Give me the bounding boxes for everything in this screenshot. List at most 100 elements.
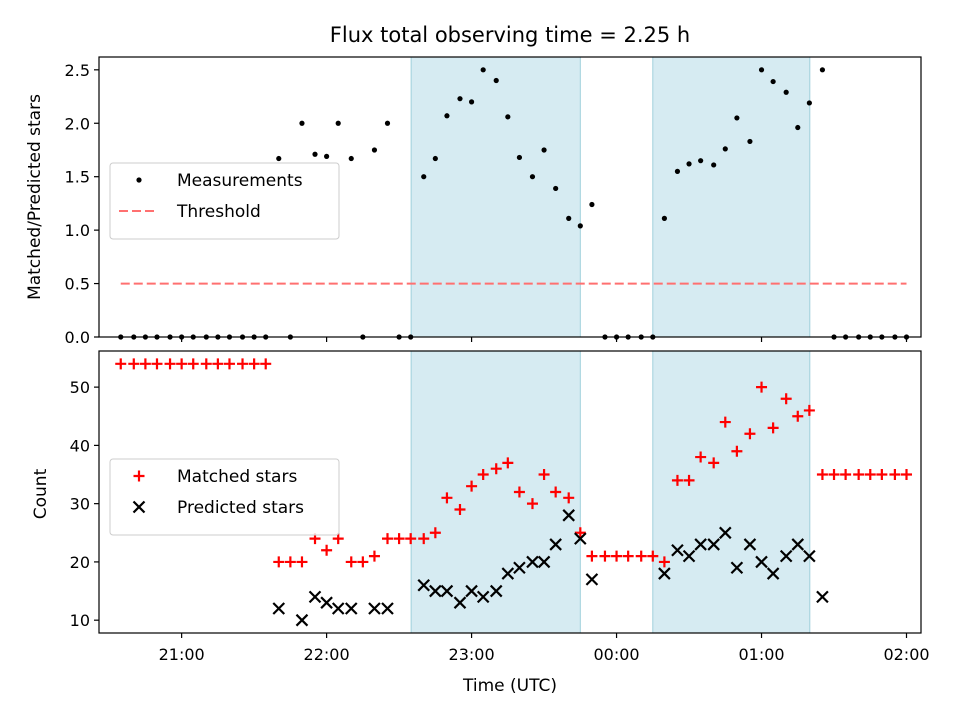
point-measurements-13 xyxy=(276,155,282,162)
legend-measurements-label: Measurements xyxy=(177,171,303,191)
point-predicted-stars-35 xyxy=(803,549,816,563)
point-predicted-stars-22 xyxy=(585,573,599,586)
y-tick-label-bottom-1: 20 xyxy=(70,553,90,572)
point-matched-stars-58 xyxy=(816,469,828,481)
point-measurements-35 xyxy=(541,147,547,153)
point-measurements-27 xyxy=(444,113,450,119)
point-predicted-stars-8 xyxy=(417,578,431,592)
point-predicted-stars-31 xyxy=(755,555,768,569)
point-matched-stars-28 xyxy=(454,503,466,515)
point-matched-stars-12 xyxy=(260,358,272,370)
point-measurements-38 xyxy=(577,223,583,229)
point-matched-stars-33 xyxy=(513,486,525,498)
x-axis-label: Time (UTC) xyxy=(462,676,557,696)
point-matched-stars-61 xyxy=(853,469,865,481)
legend-predicted-stars-label: Predicted stars xyxy=(177,498,304,518)
point-predicted-stars-10 xyxy=(440,584,454,598)
point-matched-stars-56 xyxy=(792,410,804,422)
point-predicted-stars-26 xyxy=(694,538,707,551)
y-tick-label-bottom-4: 50 xyxy=(70,378,90,397)
x-tick-label-5: 02:00 xyxy=(883,645,929,664)
point-matched-stars-62 xyxy=(864,469,876,481)
point-measurements-28 xyxy=(457,96,463,102)
point-predicted-stars-1 xyxy=(295,613,309,627)
point-measurements-55 xyxy=(783,89,789,95)
point-measurements-33 xyxy=(516,154,523,161)
point-predicted-stars-12 xyxy=(465,584,478,598)
point-matched-stars-45 xyxy=(658,556,670,568)
y-tick-label-bottom-3: 40 xyxy=(70,436,90,455)
point-predicted-stars-24 xyxy=(671,543,684,557)
point-predicted-stars-28 xyxy=(719,526,732,540)
point-matched-stars-41 xyxy=(611,550,623,562)
axes-frame-bottom xyxy=(98,350,922,634)
point-matched-stars-21 xyxy=(368,550,380,562)
point-measurements-19 xyxy=(348,155,354,162)
point-matched-stars-6 xyxy=(187,358,199,370)
point-matched-stars-43 xyxy=(635,550,647,562)
point-matched-stars-3 xyxy=(151,358,163,370)
y-tick-label-top-1: 0.5 xyxy=(65,275,90,294)
point-measurements-54 xyxy=(770,78,776,85)
point-measurements-50 xyxy=(722,146,728,152)
x-tick-label-0: 21:00 xyxy=(159,645,205,664)
point-measurements-52 xyxy=(747,138,753,145)
point-matched-stars-63 xyxy=(876,469,888,481)
y-tick-label-top-0: 0.0 xyxy=(65,328,90,347)
point-predicted-stars-5 xyxy=(344,602,358,615)
point-predicted-stars-27 xyxy=(707,538,720,551)
panel-counts: 10 20 30 40 50 21:00 22:00 23:00 00:00 01:00 02:00… xyxy=(70,350,930,664)
point-matched-stars-2 xyxy=(139,358,151,370)
point-predicted-stars-3 xyxy=(320,596,333,609)
point-measurements-56 xyxy=(795,124,801,131)
point-predicted-stars-21 xyxy=(574,532,587,545)
point-matched-stars-24 xyxy=(405,533,417,545)
point-matched-stars-51 xyxy=(731,445,743,457)
point-matched-stars-13 xyxy=(273,556,285,568)
point-predicted-stars-0 xyxy=(272,602,286,615)
legend-box-top xyxy=(109,162,340,240)
point-measurements-48 xyxy=(698,158,704,164)
point-measurements-46 xyxy=(674,168,681,174)
point-predicted-stars-2 xyxy=(308,590,322,604)
point-matched-stars-36 xyxy=(550,486,562,498)
point-measurements-34 xyxy=(529,174,536,180)
point-predicted-stars-4 xyxy=(331,602,345,615)
point-predicted-stars-23 xyxy=(658,567,671,580)
y-tick-label-bottom-0: 10 xyxy=(70,611,90,630)
point-measurements-18 xyxy=(335,120,341,126)
point-measurements-29 xyxy=(468,99,475,105)
point-matched-stars-10 xyxy=(237,358,249,370)
point-measurements-37 xyxy=(566,215,572,221)
point-matched-stars-23 xyxy=(393,533,405,545)
legend-threshold-label: Threshold xyxy=(176,202,261,222)
point-matched-stars-25 xyxy=(418,533,430,545)
point-matched-stars-14 xyxy=(284,556,296,568)
point-predicted-stars-11 xyxy=(453,596,467,609)
point-matched-stars-50 xyxy=(719,416,731,428)
point-matched-stars-54 xyxy=(767,422,779,434)
point-matched-stars-49 xyxy=(708,457,720,469)
point-matched-stars-52 xyxy=(744,428,756,440)
legend-box-bottom xyxy=(109,458,340,536)
y-tick-label-top-2: 1.0 xyxy=(65,221,90,240)
legend-predicted-stars-swatch xyxy=(132,500,146,514)
point-matched-stars-32 xyxy=(502,457,514,469)
point-matched-stars-42 xyxy=(622,550,634,562)
point-matched-stars-60 xyxy=(840,469,852,481)
point-measurements-36 xyxy=(553,185,559,192)
point-predicted-stars-33 xyxy=(779,549,793,563)
point-predicted-stars-36 xyxy=(816,590,829,604)
point-matched-stars-26 xyxy=(429,527,441,539)
point-predicted-stars-13 xyxy=(476,590,490,604)
point-matched-stars-11 xyxy=(248,358,260,370)
point-predicted-stars-15 xyxy=(501,567,515,580)
point-measurements-31 xyxy=(493,77,499,84)
point-matched-stars-46 xyxy=(671,474,683,486)
point-measurements-26 xyxy=(432,155,438,162)
point-predicted-stars-19 xyxy=(549,538,562,551)
point-measurements-25 xyxy=(421,174,427,180)
point-measurements-51 xyxy=(734,115,740,121)
y-tick-label-top-3: 1.5 xyxy=(65,168,90,187)
point-predicted-stars-20 xyxy=(562,509,575,522)
